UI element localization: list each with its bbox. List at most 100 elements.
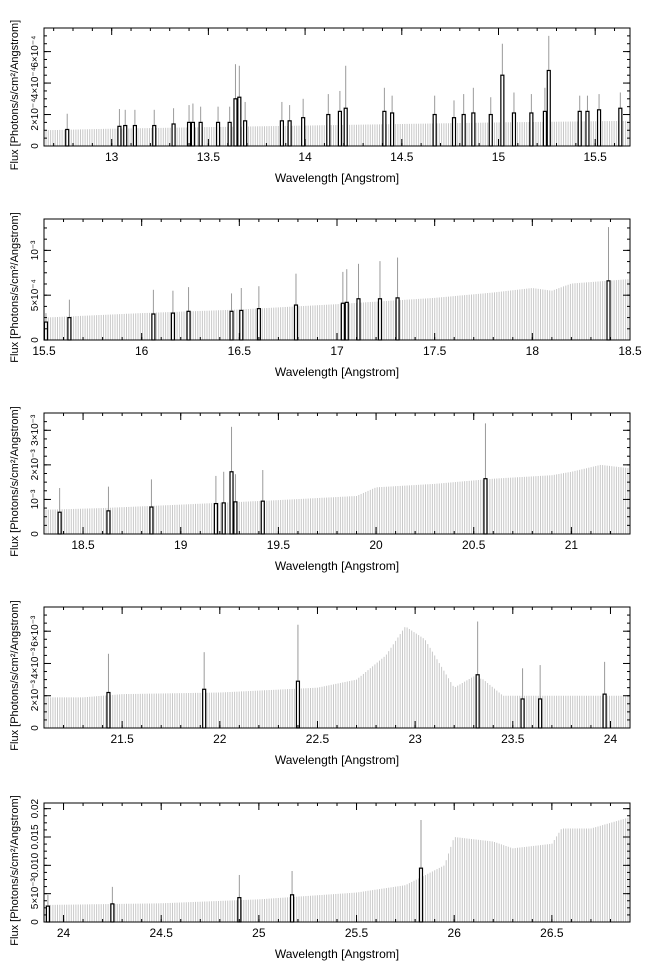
x-tick-label: 15.5 [584,150,608,164]
line-bar [343,107,348,147]
y-tick-label: 5×10⁻³ [30,877,41,909]
y-tick-label: 3×10⁻³ [30,414,41,446]
y-tick-label: 4×10⁻⁴ [30,67,41,99]
x-tick-label: 13.5 [197,150,221,164]
line-bar [538,698,543,729]
line-bar [395,297,400,341]
y-tick-label: 0 [30,725,41,731]
line-bar [475,674,480,729]
line-bar [152,124,157,147]
plot-frame [43,27,631,147]
y-tick-label: 5×10⁻⁴ [30,279,41,311]
x-tick-label: 15.5 [32,344,56,358]
y-tick-label: 2×10⁻³ [30,680,41,712]
line-bar [106,691,111,729]
line-bar [132,124,137,147]
line-bar [198,121,203,147]
line-bar [356,298,361,341]
line-bar [186,310,191,341]
y-tick-label: 10⁻³ [30,240,41,260]
x-axis-label: Wavelength [Angstrom] [275,365,399,379]
x-tick-label: 25.5 [345,926,369,940]
x-tick-label: 18 [526,344,540,358]
chart-panel-4: 21.5 22 22.5 23 23.5 24 0 2×10⁻³4×10⁻³6×10⁻³ Wav… [9,600,631,767]
line-bar [151,313,156,341]
y-tick-label: 0 [30,337,41,343]
line-bar [239,309,244,341]
y-tick-label: 4×10⁻³ [30,647,41,679]
line-bar [123,124,128,147]
line-bar [418,867,424,923]
line-bar [488,113,493,147]
line-bar [382,110,387,147]
plot-frame [43,218,631,341]
x-tick-label: 25 [252,926,266,940]
line-bar [237,897,242,923]
x-axis-label: Wavelength [Angstrom] [275,947,399,961]
line-bar [289,894,295,923]
x-tick-label: 20 [369,538,383,552]
line-bar [227,121,232,147]
y-axis-label: Flux [Photons/s/cm²/Angstrom] [9,212,21,362]
x-tick-label: 16 [135,344,149,358]
y-axis-label: Flux [Photons/s/cm²/Angstrom] [9,600,21,750]
line-bar [229,471,234,535]
line-bar [237,96,242,147]
line-bar [171,123,176,147]
x-tick-label: 21 [565,538,579,552]
line-bar [229,310,234,341]
x-tick-label: 18.5 [618,344,642,358]
chart-panel-5: 24 24.5 25 25.5 26 26.5 0 5×10⁻³0.010 0.015 0.02 W… [9,795,631,961]
line-bar [279,120,284,147]
x-tick-label: 18.5 [71,538,95,552]
line-bar [377,298,383,341]
line-bar [511,112,517,147]
line-bar [293,304,299,341]
x-tick-label: 22.5 [306,732,330,746]
spectrum-continuum [45,279,629,340]
line-bar [461,113,466,147]
line-bar [213,502,218,535]
line-bar [520,698,525,729]
line-bar [529,112,534,147]
y-tick-label: 0 [30,531,41,537]
y-tick-label: 0 [30,143,41,149]
line-bar [432,113,437,147]
line-bar [577,110,582,147]
line-bar [186,121,192,147]
y-tick-label: 0.010 [30,852,41,877]
x-tick-label: 16.5 [228,344,252,358]
x-tick-label: 26.5 [540,926,564,940]
y-tick-label: 0.02 [30,798,41,818]
line-bar [596,109,602,147]
line-bar [301,117,306,147]
plot-frame [43,412,631,535]
line-bar [215,121,221,147]
line-bar [546,69,551,147]
line-bar [202,688,207,729]
x-axis-label: Wavelength [Angstrom] [275,753,399,767]
x-tick-label: 23.5 [501,732,525,746]
y-tick-label: 2×10⁻⁴ [30,98,41,130]
x-axis-label: Wavelength [Angstrom] [275,559,399,573]
x-tick-label: 24 [57,926,71,940]
line-bar [602,693,607,729]
x-tick-label: 19.5 [267,538,291,552]
line-bar [326,113,331,147]
y-tick-label: 2×10⁻³ [30,449,41,481]
plot-frame [43,802,631,923]
line-bar [606,280,611,341]
line-bar [500,74,505,147]
line-bar [287,120,292,147]
x-tick-label: 24 [604,732,618,746]
x-tick-label: 14.5 [390,150,414,164]
x-tick-label: 26 [448,926,462,940]
x-tick-label: 22 [213,732,227,746]
line-bar [67,316,72,341]
line-bar [57,511,62,535]
line-bar [233,98,238,147]
x-tick-label: 21.5 [110,732,134,746]
line-bar [260,500,265,535]
